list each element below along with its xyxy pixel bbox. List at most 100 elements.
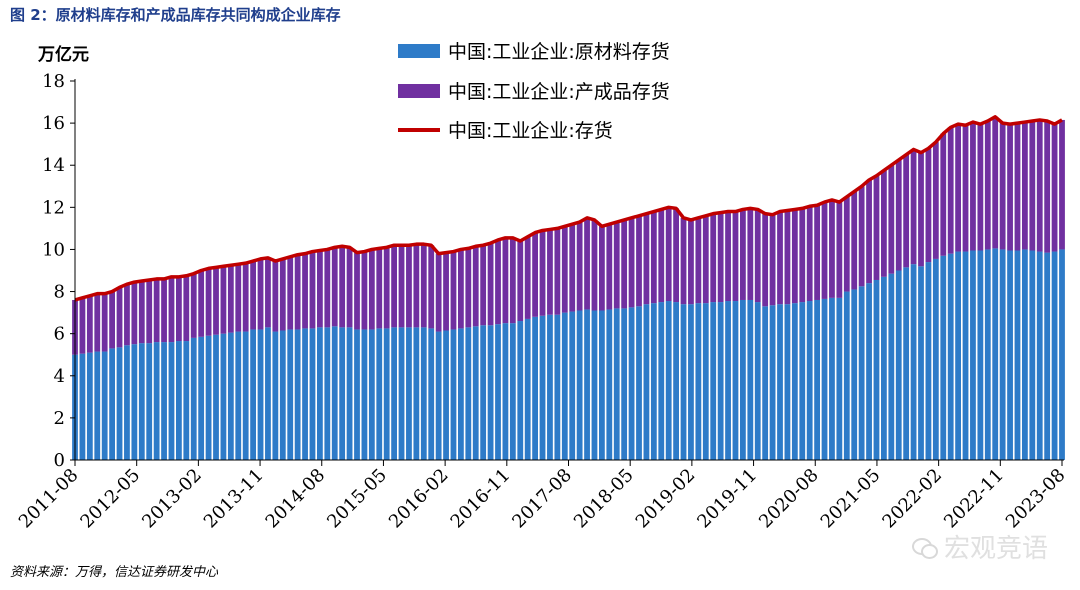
bar-finished-goods: [198, 270, 205, 337]
bar-raw-materials: [732, 301, 739, 460]
bar-finished-goods: [138, 281, 145, 344]
bar-finished-goods: [168, 276, 175, 343]
bar-raw-materials: [866, 283, 872, 460]
bar-raw-materials: [539, 315, 546, 460]
bar-finished-goods: [1014, 123, 1021, 251]
bar-raw-materials: [517, 321, 524, 460]
bar-finished-goods: [806, 206, 813, 302]
bar-finished-goods: [992, 116, 999, 249]
bar-raw-materials: [658, 302, 665, 460]
bar-finished-goods: [829, 199, 835, 298]
bar-raw-materials: [984, 249, 991, 460]
bar-raw-materials: [250, 329, 256, 460]
bar-finished-goods: [591, 219, 598, 311]
x-tick-label: 2011-08: [15, 465, 83, 533]
bar-raw-materials: [309, 328, 316, 460]
bar-finished-goods: [302, 253, 308, 329]
y-tick-label: 14: [42, 155, 65, 176]
bar-finished-goods: [977, 124, 984, 251]
bar-raw-materials: [287, 329, 294, 460]
legend-label-raw-materials: 中国:工业企业:原材料存货: [448, 41, 670, 63]
bar-finished-goods: [227, 265, 234, 333]
bar-raw-materials: [925, 262, 932, 460]
bar-raw-materials: [710, 302, 717, 460]
bar-raw-materials: [1059, 249, 1065, 460]
bar-finished-goods: [443, 252, 449, 331]
source-note: 资料来源：万得，信达证券研发中心: [10, 565, 219, 580]
y-tick-label: 12: [42, 197, 65, 218]
bar-finished-goods: [762, 213, 769, 307]
bar-finished-goods: [331, 247, 338, 327]
bar-finished-goods: [888, 165, 895, 274]
x-tick-label: 2017-08: [508, 465, 576, 533]
bar-raw-materials: [146, 343, 153, 460]
bar-finished-goods: [932, 142, 939, 259]
bar-finished-goods: [176, 276, 182, 342]
bar-finished-goods: [799, 208, 806, 303]
bar-finished-goods: [495, 239, 501, 325]
bar-finished-goods: [554, 228, 561, 315]
bar-finished-goods: [124, 284, 130, 346]
bar-finished-goods: [406, 245, 412, 328]
bar-raw-materials: [361, 329, 368, 460]
bar-finished-goods: [732, 211, 739, 302]
bar-finished-goods: [903, 154, 910, 268]
bar-raw-materials: [903, 267, 910, 460]
bar-finished-goods: [1051, 124, 1058, 252]
bar-raw-materials: [302, 328, 308, 460]
bar-raw-materials: [1044, 252, 1051, 460]
bar-finished-goods: [643, 213, 650, 305]
bar-finished-goods: [955, 124, 961, 252]
bar-raw-materials: [791, 303, 798, 460]
bar-finished-goods: [109, 291, 115, 349]
bar-raw-materials: [873, 279, 880, 460]
bar-raw-materials: [161, 342, 167, 460]
bar-raw-materials: [962, 251, 969, 460]
bar-finished-goods: [717, 212, 724, 303]
x-tick-label: 2019-11: [693, 465, 761, 533]
bar-finished-goods: [220, 266, 227, 334]
bar-raw-materials: [725, 301, 731, 460]
bar-raw-materials: [851, 289, 858, 460]
bar-raw-materials: [138, 343, 145, 460]
bar-finished-goods: [680, 217, 687, 305]
bar-raw-materials: [762, 306, 769, 460]
x-tick-label: 2019-02: [632, 465, 700, 533]
bar-raw-materials: [665, 301, 672, 460]
bar-finished-goods: [688, 219, 694, 305]
x-tick-label: 2021-05: [817, 465, 885, 533]
bar-finished-goods: [86, 295, 93, 353]
bar-raw-materials: [576, 310, 583, 460]
bar-finished-goods: [791, 209, 798, 304]
bar-raw-materials: [94, 351, 101, 460]
bar-finished-goods: [539, 230, 546, 316]
bar-raw-materials: [1007, 250, 1013, 460]
bar-finished-goods: [606, 224, 613, 310]
bar-finished-goods: [250, 261, 256, 330]
total-inventory-line-group: [74, 115, 1063, 302]
bar-raw-materials: [1036, 251, 1043, 460]
bar-raw-materials: [1051, 251, 1058, 460]
bar-finished-goods: [435, 253, 442, 332]
bar-finished-goods: [517, 241, 524, 322]
bar-finished-goods: [999, 123, 1006, 250]
bar-raw-materials: [420, 327, 427, 460]
bar-finished-goods: [487, 243, 494, 326]
bar-finished-goods: [480, 245, 487, 326]
bar-finished-goods: [673, 208, 679, 303]
bar-raw-materials: [999, 249, 1006, 460]
legend-swatch-raw-materials: [398, 44, 440, 58]
bar-finished-goods: [101, 293, 108, 352]
bar-group: [72, 116, 1065, 460]
bar-raw-materials: [643, 304, 650, 460]
bar-finished-goods: [769, 214, 776, 306]
bar-finished-goods: [1007, 124, 1013, 251]
bar-finished-goods: [747, 208, 754, 300]
bar-finished-goods: [784, 210, 791, 305]
x-tick-label: 2016-11: [447, 465, 515, 533]
bar-finished-goods: [116, 287, 123, 348]
bar-raw-materials: [235, 331, 242, 460]
bar-finished-goods: [970, 122, 976, 251]
bar-finished-goods: [754, 209, 761, 303]
